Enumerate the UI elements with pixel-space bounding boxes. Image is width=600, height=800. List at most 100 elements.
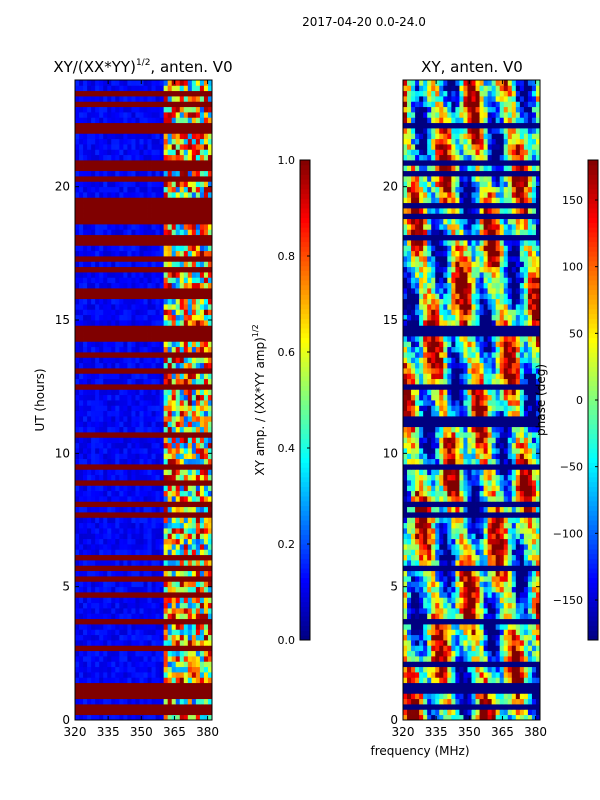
heatmap-cell [535,709,541,716]
heatmap-cell [419,672,424,678]
heatmap-cell [115,362,120,369]
heatmap-cell [531,682,537,689]
heatmap-cell [83,298,88,305]
heatmap-cell [131,469,136,476]
heatmap-cell [107,453,112,460]
heatmap-cell [483,618,489,625]
heatmap-cell [115,560,120,566]
heatmap-cell [531,677,537,684]
heatmap-cell [199,432,205,438]
heatmap-cell [119,362,124,369]
heatmap-cell [471,661,476,668]
heatmap-cell [127,469,132,476]
heatmap-cell [203,282,209,289]
heatmap-cell [139,490,144,497]
heatmap-cell [95,373,100,380]
heatmap-cell [427,693,432,700]
heatmap-cell [75,314,80,321]
heatmap-cell [131,410,136,417]
heatmap-cell [163,672,169,678]
heatmap-cell [115,576,120,582]
heatmap-cell [79,176,84,182]
heatmap-cell [175,496,181,502]
heatmap-cell [79,256,84,262]
heatmap-cell [115,453,120,460]
heatmap-cell [175,181,181,188]
heatmap-cell [91,618,96,625]
heatmap-cell [187,298,193,305]
heatmap-cell [431,704,436,710]
heatmap-cell [203,506,209,513]
heatmap-cell [87,336,92,342]
heatmap-cell [151,400,156,406]
heatmap-cell [179,197,185,204]
heatmap-cell [195,106,201,113]
heatmap-cell [75,90,80,97]
heatmap-cell [171,213,177,220]
heatmap-cell [175,634,181,641]
heatmap-cell [175,533,181,540]
heatmap-cell [103,362,108,369]
heatmap-cell [111,112,116,118]
heatmap-cell [155,234,161,241]
heatmap-cell [191,197,197,204]
heatmap-cell [83,458,88,465]
heatmap-cell [175,666,181,673]
heatmap-cell [167,666,173,673]
heatmap-cell [75,437,80,444]
heatmap-cell [535,714,541,721]
heatmap-cell [79,101,84,108]
heatmap-cell [179,378,185,385]
heatmap-cell [111,458,116,465]
heatmap-cell [143,432,148,438]
heatmap-cell [199,234,205,241]
heatmap-cell [491,629,497,636]
heatmap-cell [111,629,116,636]
heatmap-cell [119,400,124,406]
heatmap-cell [123,501,128,508]
heatmap-cell [139,448,144,454]
heatmap-cell [507,672,513,678]
heatmap-cell [127,538,132,545]
heatmap-cell [143,533,148,540]
heatmap-cell [163,608,169,614]
heatmap-cell [143,208,148,214]
heatmap-cell [167,416,173,422]
heatmap-cell [171,410,177,417]
heatmap-cell [91,389,96,396]
heatmap-cell [147,608,152,614]
heatmap-cell [139,634,144,641]
heatmap-cell [203,384,209,390]
heatmap-cell [103,570,108,577]
heatmap-cell [139,160,144,166]
heatmap-cell [171,512,177,518]
heatmap-cell [131,421,136,428]
heatmap-cell [155,714,161,721]
heatmap-cell [75,560,80,566]
heatmap-cell [91,490,96,497]
heatmap-cell [523,618,529,625]
heatmap-cell [503,629,509,636]
heatmap-cell [131,336,136,342]
heatmap-cell [135,154,140,161]
heatmap-cell [127,117,132,124]
heatmap-cell [95,128,100,134]
heatmap-cell [111,272,116,278]
heatmap-cell [123,256,128,262]
heatmap-cell [131,213,136,220]
heatmap-cell [103,602,108,609]
heatmap-cell [95,666,100,673]
heatmap-cell [159,362,165,369]
heatmap-cell [83,240,88,246]
heatmap-cell [83,693,88,700]
heatmap-cell [527,666,533,673]
heatmap-cell [127,101,132,108]
heatmap-cell [99,453,104,460]
heatmap-cell [75,320,80,326]
heatmap-cell [103,256,108,262]
heatmap-cell [103,640,108,646]
heatmap-cell [127,565,132,572]
heatmap-cell [107,90,112,97]
heatmap-cell [167,293,173,300]
heatmap-cell [127,677,132,684]
